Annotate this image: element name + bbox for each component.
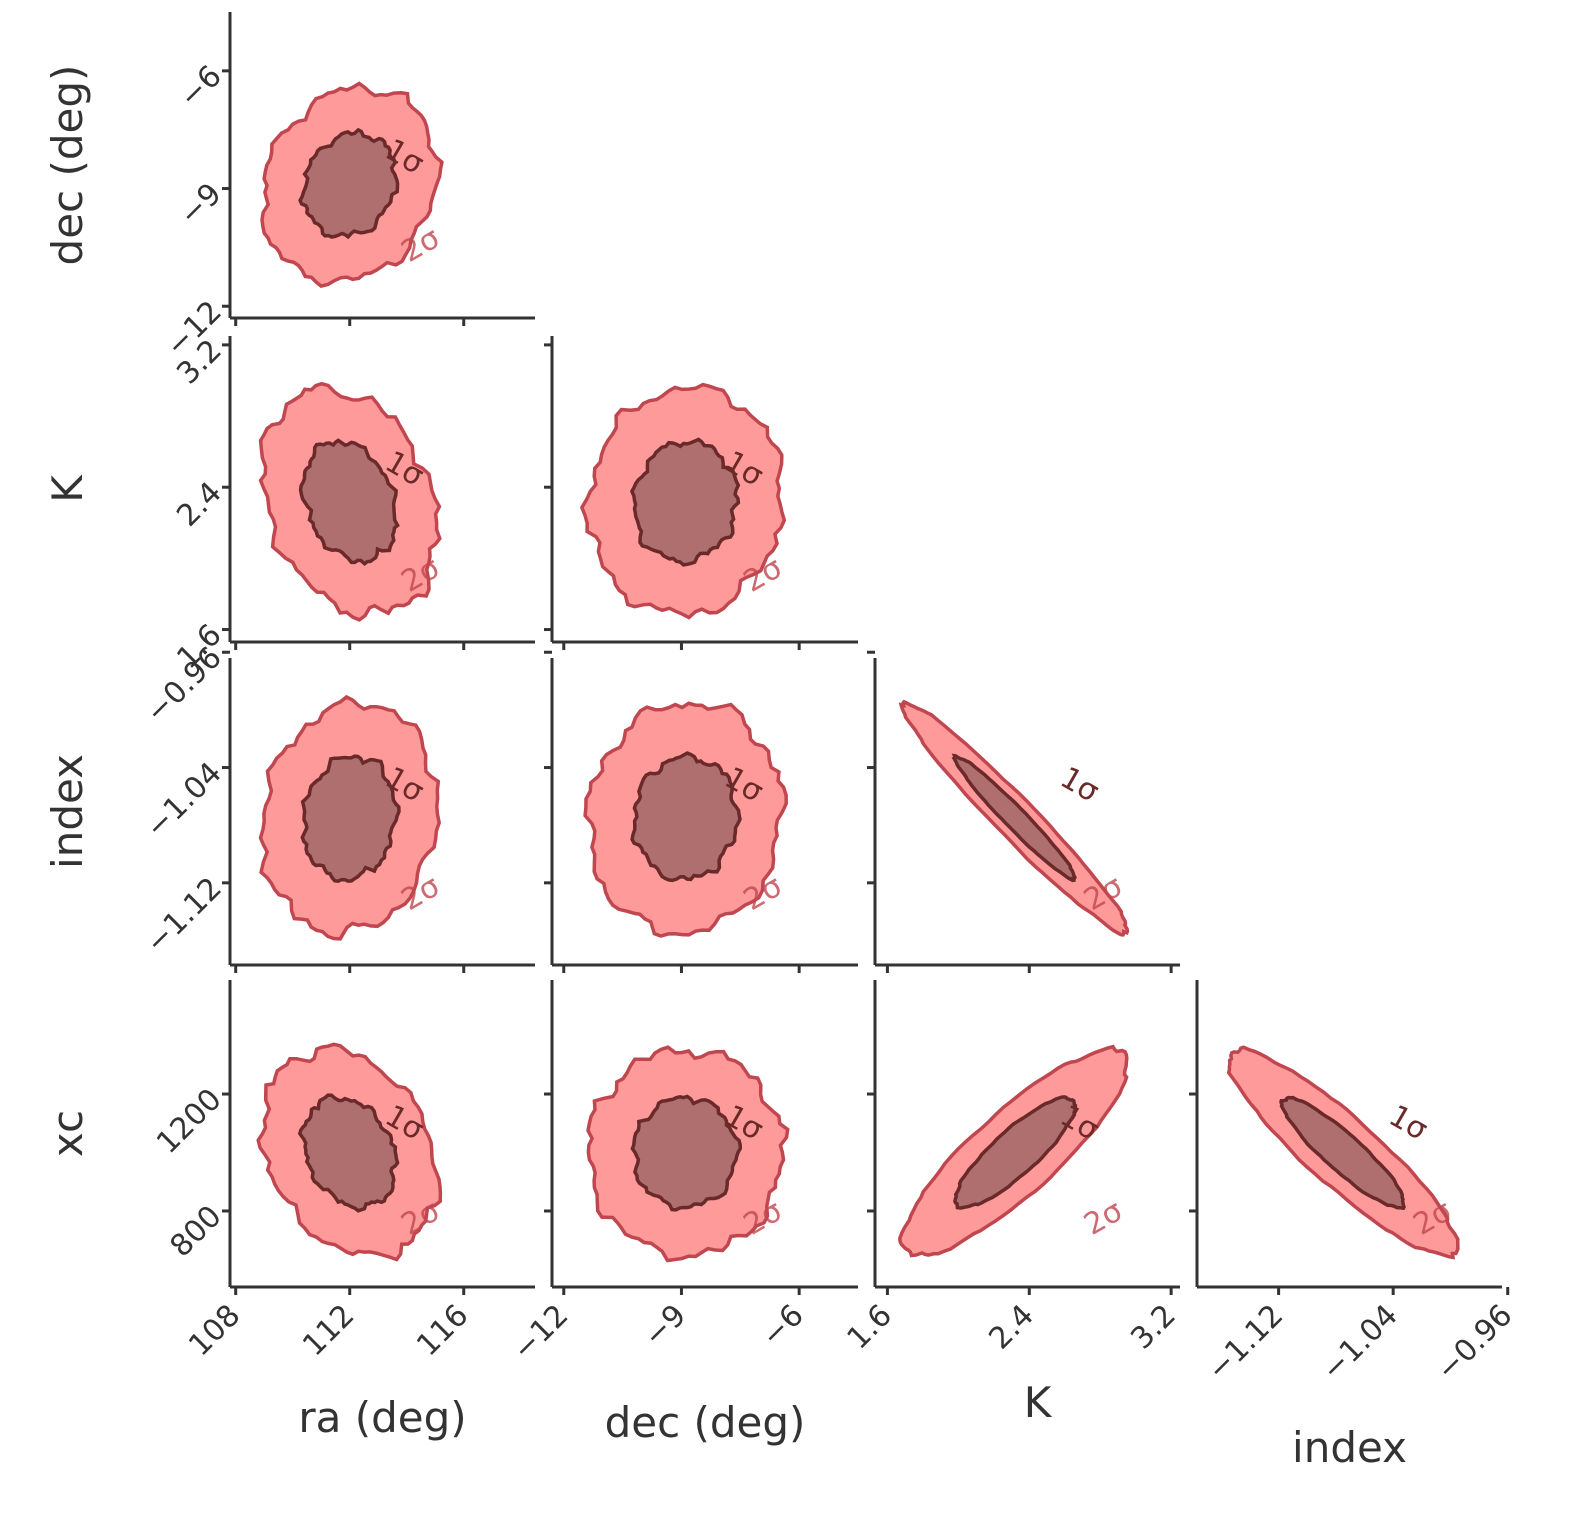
contour-1sigma — [300, 754, 401, 884]
y-tick-label-index: −1.12 — [139, 871, 229, 961]
x-tick-label-index: −1.12 — [1201, 1298, 1291, 1388]
y-tick-label-xc: 1200 — [150, 1082, 229, 1161]
y-tick-label-index: −1.04 — [139, 756, 229, 846]
contour-label-1sigma: 1σ — [1054, 760, 1105, 809]
y-tick-label-dec: −9 — [173, 177, 229, 233]
y-tick-label-xc: 800 — [163, 1199, 228, 1264]
x-tick-label-K: 1.6 — [841, 1298, 899, 1356]
y-tick-label-dec: −6 — [173, 59, 229, 115]
x-tick-label-K: 3.2 — [1124, 1298, 1182, 1356]
x-tick-label-index: −0.96 — [1430, 1298, 1520, 1388]
y-axis-title-dec: dec (deg) — [43, 65, 92, 266]
y-axis-title-xc: xc — [43, 1110, 92, 1157]
contour-1sigma — [298, 127, 400, 240]
contour-1sigma — [297, 1093, 400, 1213]
x-tick-label-K: 2.4 — [982, 1298, 1040, 1356]
contour-1sigma — [298, 438, 400, 566]
contour-1sigma — [953, 1095, 1078, 1210]
x-tick-label-ra: 108 — [182, 1298, 247, 1363]
y-axis-title-index: index — [43, 754, 92, 869]
y-tick-label-K: 2.4 — [170, 475, 228, 533]
x-axis-title-ra: ra (deg) — [298, 1393, 466, 1442]
x-tick-label-index: −1.04 — [1315, 1298, 1405, 1388]
contour-1sigma — [630, 1094, 743, 1212]
contour-1sigma — [630, 751, 742, 883]
contour-1sigma — [1279, 1095, 1406, 1211]
y-axis-title-K: K — [43, 474, 92, 503]
x-axis-title-index: index — [1292, 1423, 1407, 1472]
contour-label-2sigma: 2σ — [1078, 1193, 1129, 1242]
contour-1sigma — [629, 437, 741, 567]
contour-1sigma — [951, 753, 1077, 883]
x-tick-label-ra: 116 — [410, 1298, 475, 1363]
contour-label-1sigma: 1σ — [1383, 1098, 1434, 1147]
x-tick-label-dec: −9 — [637, 1298, 693, 1354]
x-axis-title-dec: dec (deg) — [605, 1398, 806, 1447]
x-tick-label-dec: −6 — [755, 1298, 811, 1354]
x-tick-label-ra: 112 — [296, 1298, 361, 1363]
x-tick-label-dec: −12 — [506, 1298, 576, 1368]
x-axis-title-K: K — [1024, 1378, 1053, 1427]
